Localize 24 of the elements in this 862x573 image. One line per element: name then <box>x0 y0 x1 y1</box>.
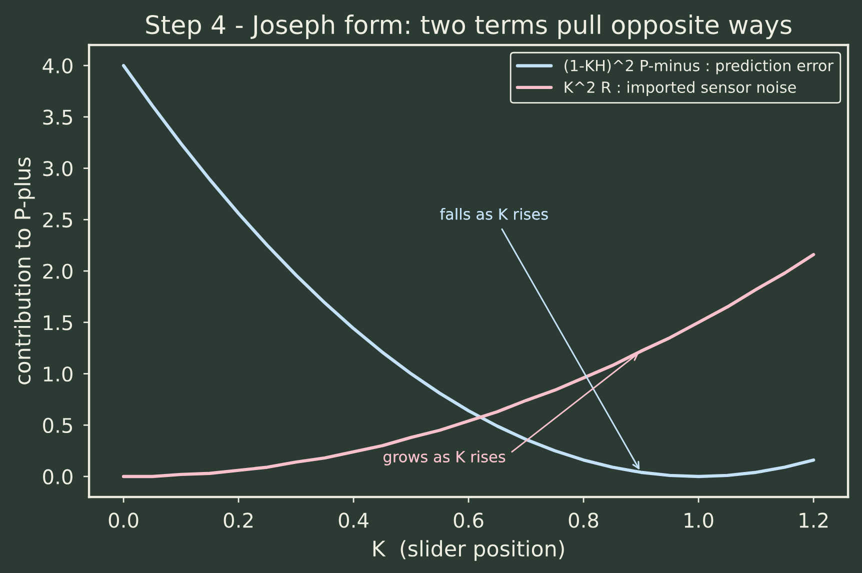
x-tick-label: 0.6 <box>454 512 484 528</box>
legend-label: K^2 R : imported sensor noise <box>564 81 796 96</box>
y-axis-title: contribution to P-plus <box>14 158 35 384</box>
legend-label: (1-KH)^2 P-minus : prediction error <box>564 59 834 74</box>
line-series <box>122 252 816 478</box>
annotation: falls as K rises <box>440 208 548 220</box>
annotation: grows as K rises <box>384 450 506 466</box>
chart-title: Step 4 - Joseph form: two terms pull opposite ways <box>146 14 792 40</box>
y-tick-label: 2.0 <box>43 264 72 279</box>
x-tick-label: 0.8 <box>568 512 598 528</box>
y-tick-label: 2.5 <box>43 212 72 228</box>
y-tick-label: 0.5 <box>43 418 72 434</box>
y-tick-label: 3.0 <box>43 160 72 176</box>
x-axis-title: K (slider position) <box>373 540 564 561</box>
x-tick-label: 1.2 <box>800 512 828 528</box>
y-tick-label: 3.5 <box>43 110 72 125</box>
x-tick-label: 1.0 <box>684 512 714 528</box>
x-tick-label: 0.4 <box>338 512 368 528</box>
y-tick-label: 4.0 <box>42 58 72 74</box>
x-tick-label: 0.2 <box>224 512 253 528</box>
y-tick-label: 1.5 <box>44 315 72 330</box>
x-tick-label: 0.0 <box>108 512 138 528</box>
y-tick-label: 0.0 <box>43 469 72 484</box>
y-tick-label: 1.0 <box>44 366 72 382</box>
